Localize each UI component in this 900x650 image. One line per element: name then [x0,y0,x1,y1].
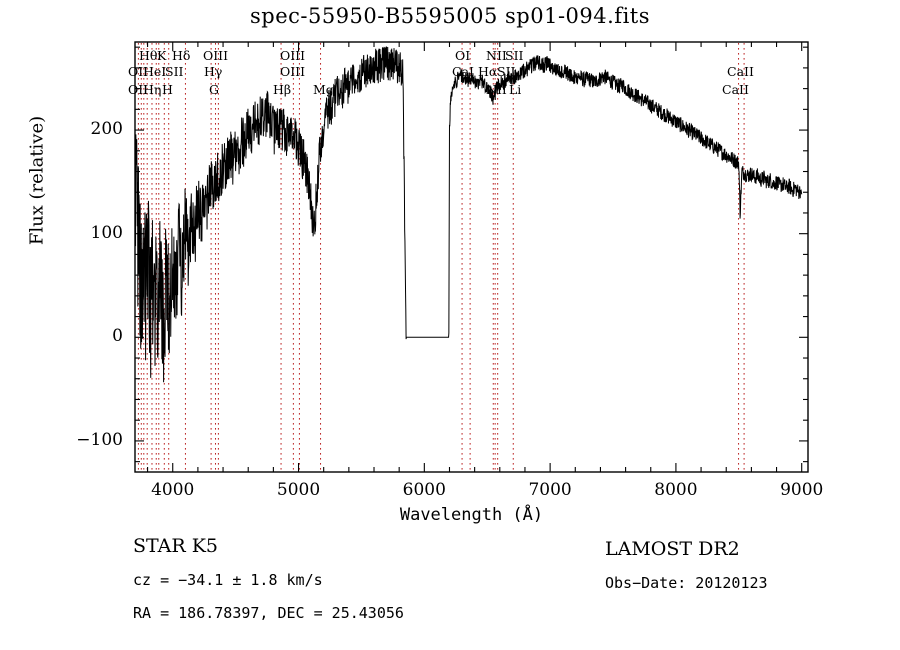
line-label-oiii-c: OIII [280,64,306,79]
line-label-oiii-b: OIII [280,48,306,63]
line-label-cai: CaI [452,64,474,79]
y-axis-label: Flux (relative) [26,115,48,246]
line-label-caii-b: CaII [722,82,749,97]
line-label-nii-b: NII [486,82,507,97]
line-label-h-alpha: Hα [478,64,498,79]
x-axis-label: Wavelength (Å) [399,505,544,525]
line-label-oiii-a: OIII [203,48,229,63]
line-label-sii-b: SII [505,48,524,63]
line-label-h-beta: Hβ [273,82,292,97]
x-tick-label: 9000 [780,480,824,500]
coordinates: RA = 186.78397, DEC = 25.43056 [133,604,404,622]
line-label-k: K [157,48,167,63]
spectrum-trace [134,46,803,383]
y-tick-label: 100 [90,222,123,243]
line-label-li: Li [509,82,522,97]
line-label-h-theta: Hθ [139,48,158,63]
line-label-sii-c: SII [497,64,516,79]
line-label-hei: HeI [143,64,167,79]
x-tick-label: 4000 [151,480,195,500]
line-label-caii-a: CaII [727,64,754,79]
line-label-sii-a: SII [165,64,184,79]
line-label-h-gamma: Hγ [204,64,223,79]
line-label-mg: Mg [313,82,334,97]
obs-date: Obs−Date: 20120123 [605,574,768,592]
object-class: STAR K5 [133,535,218,557]
survey-name: LAMOST DR2 [605,538,740,560]
y-tick-label: 200 [90,119,123,140]
x-tick-label: 5000 [276,480,321,500]
page-title: spec-55950-B5595005 sp01-094.fits [249,4,651,28]
line-label-oii-a: OII [128,64,149,79]
plot-frame [134,41,809,473]
line-label-oii-b: OII [128,82,149,97]
line-label-nii-a: NII [486,48,507,63]
x-tick-label: 8000 [654,480,698,500]
line-label-h: H [162,82,173,97]
line-label-h-eta: Hη [143,82,162,97]
x-tick-label: 7000 [528,480,572,500]
line-label-h-delta: Hδ [172,48,191,63]
radial-velocity: cz = −34.1 ± 1.8 km/s [133,571,323,589]
line-label-g: G [209,82,219,97]
y-tick-label: 0 [112,326,123,347]
y-tick-label: −100 [76,429,123,450]
x-tick-label: 6000 [402,480,446,500]
line-label-oi: OI [455,48,471,63]
